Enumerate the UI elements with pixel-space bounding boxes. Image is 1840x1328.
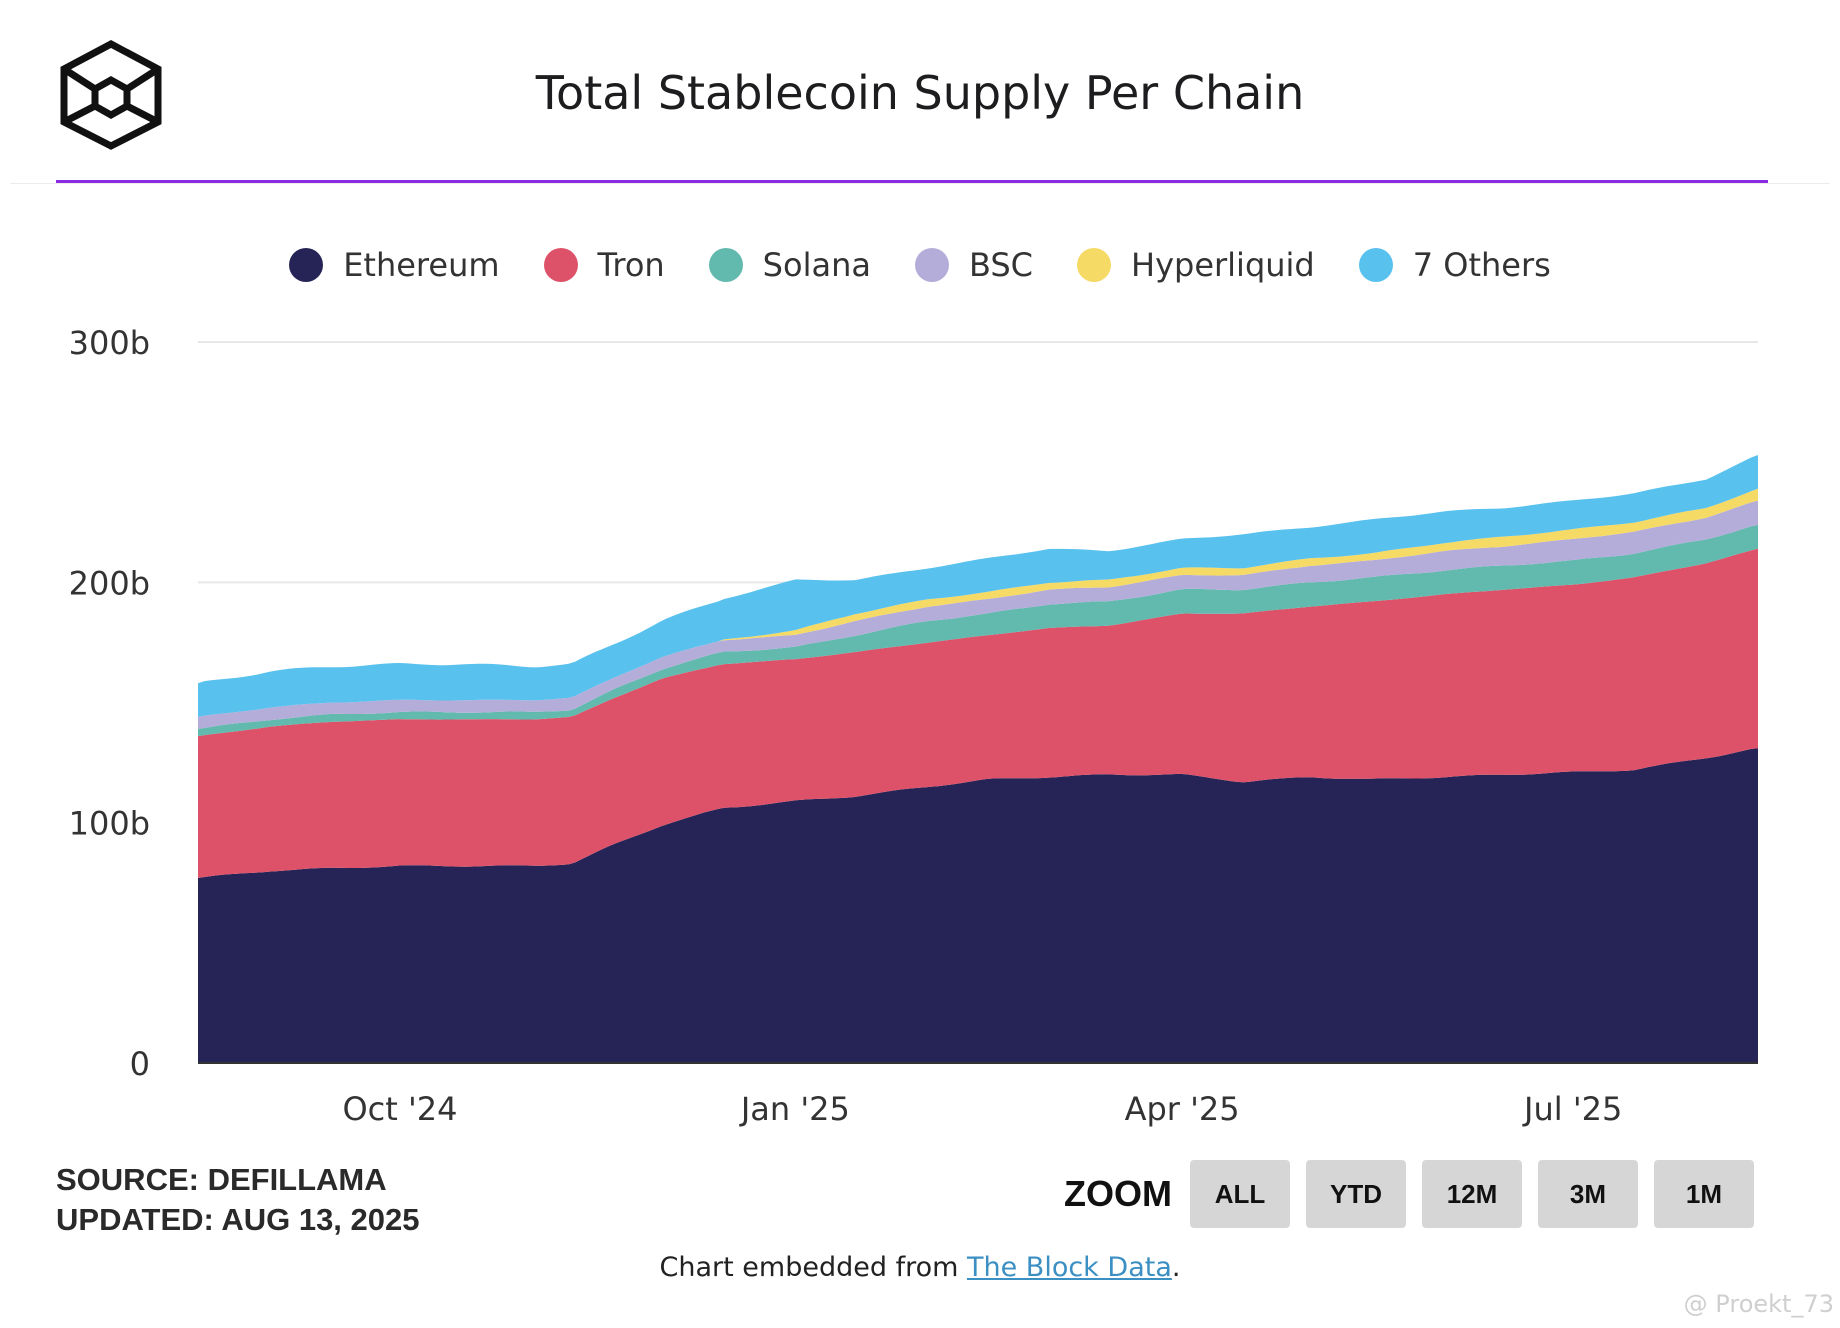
stacked-area-chart: 0 100b 200b 300b Oct '24 Jan '25 Apr '25 Jul '2… [69,324,1758,1128]
legend-item-solana[interactable]: Solana [708,246,871,284]
zoom-1m-button[interactable]: 1M [1653,1160,1754,1228]
legend-label: 7 Others [1412,246,1551,284]
area-series-ethereum [198,748,1758,1063]
zoom-ytd-button[interactable]: YTD [1305,1160,1406,1228]
area-series-7-others [198,455,1758,717]
embed-credit: Chart embedded from The Block Data. [0,1252,1840,1283]
chart-legend: Ethereum Tron Solana BSC Hyperliquid 7 Others [0,246,1840,284]
the-block-cube-logo-icon [60,40,162,150]
x-tick-label: Oct '24 [342,1090,457,1128]
legend-label: Tron [597,246,665,284]
area-series-tron [198,548,1758,878]
zoom-controls: ZOOM ALL YTD 12M 3M 1M [1064,1160,1770,1228]
x-tick-label: Apr '25 [1125,1090,1240,1128]
embed-prefix: Chart embedded from [659,1252,967,1283]
legend-dot-icon [543,248,578,282]
zoom-12m-button[interactable]: 12M [1421,1160,1522,1228]
chart-title: Total Stablecoin Supply Per Chain [535,66,1305,120]
header-divider [10,183,1830,184]
legend-item-tron[interactable]: Tron [543,246,665,284]
title-accent-line [56,180,1768,183]
y-tick-label: 200b [69,564,150,602]
y-tick-label: 300b [69,324,150,362]
embed-suffix: . [1171,1252,1181,1283]
source-label: SOURCE: DEFILLAMA [56,1162,387,1197]
source-info: SOURCE: DEFILLAMA UPDATED: AUG 13, 2025 [56,1160,420,1240]
watermark-text: @ Proekt_73 [1683,1290,1834,1318]
zoom-label: ZOOM [1064,1173,1172,1214]
zoom-3m-button[interactable]: 3M [1537,1160,1638,1228]
legend-label: BSC [968,246,1033,284]
legend-item-hyperliquid[interactable]: Hyperliquid [1077,246,1315,284]
legend-dot-icon [914,248,949,282]
the-block-data-link[interactable]: The Block Data [967,1252,1172,1283]
y-tick-label: 0 [130,1045,150,1083]
legend-dot-icon [289,248,324,282]
legend-item-bsc[interactable]: BSC [914,246,1033,284]
x-tick-label: Jul '25 [1522,1090,1622,1128]
zoom-all-button[interactable]: ALL [1189,1160,1290,1228]
legend-label: Solana [762,246,871,284]
legend-dot-icon [708,248,743,282]
legend-dot-icon [1358,248,1393,282]
y-tick-label: 100b [69,805,150,843]
legend-dot-icon [1077,248,1111,282]
legend-label: Hyperliquid [1131,246,1315,284]
area-series-solana [198,524,1758,737]
area-series-bsc [198,500,1758,729]
updated-label: UPDATED: AUG 13, 2025 [56,1202,420,1237]
legend-item-ethereum[interactable]: Ethereum [289,246,500,284]
x-tick-label: Jan '25 [739,1090,850,1128]
legend-label: Ethereum [343,246,500,284]
legend-item-7-others[interactable]: 7 Others [1358,246,1551,284]
